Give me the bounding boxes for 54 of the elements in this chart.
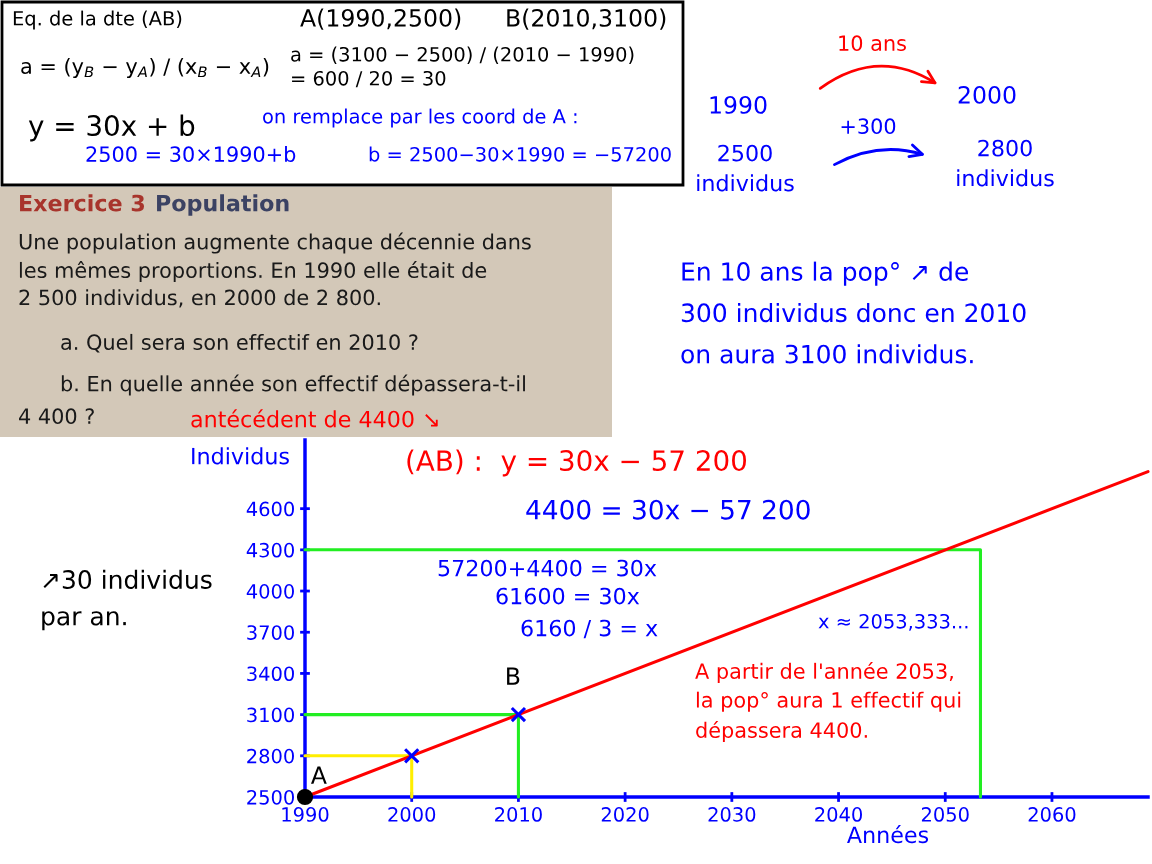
annotation: B xyxy=(507,667,520,685)
text: 2800 individus xyxy=(957,139,1054,187)
x-tick-label: 2050 xyxy=(921,807,969,822)
y-tick-label: 3700 xyxy=(247,625,294,640)
text: a = (3100 − 2500) / (2010 − 1990) = 600 / 20 = 30 xyxy=(291,46,634,88)
text: 4 400 ? xyxy=(19,408,94,425)
y-tick-label: 4000 xyxy=(246,583,294,599)
annotation: 61600 = 30x xyxy=(496,587,640,605)
x-tick-label: 1990 xyxy=(282,807,329,822)
text: B(2010,3100) xyxy=(507,8,666,30)
text: Exercice 3 xyxy=(20,194,145,212)
text: antécédent de 4400 ↘ xyxy=(191,409,438,428)
x-tick-label: 2000 xyxy=(388,807,436,822)
y-tick-label: 2800 xyxy=(247,748,294,764)
text: a = (y$_{B}$ − y$_{A}$) / (x$_{B}$ − x$_{A}$) xyxy=(21,57,269,79)
annotation: A xyxy=(311,766,327,784)
text: ↗30 individus par an. xyxy=(42,569,212,631)
text: on remplace par les coord de A : xyxy=(263,108,577,128)
x-tick-label: 2010 xyxy=(495,807,542,822)
point xyxy=(510,706,527,723)
annotation: 6160 / 3 = x xyxy=(521,619,658,639)
text: A(1990,2500) xyxy=(300,8,461,30)
text: y = 30x + b xyxy=(28,114,195,142)
text: 10 ans xyxy=(839,35,906,52)
point xyxy=(403,747,420,764)
text: +300 xyxy=(841,118,896,135)
x-tick-label: 2030 xyxy=(708,807,756,822)
annotation: x ≈ 2053,333... xyxy=(818,613,968,631)
y-tick-label: 3400 xyxy=(247,666,294,682)
y-tick-label: 4600 xyxy=(246,501,294,517)
y-tick-label: 2500 xyxy=(247,789,294,805)
point xyxy=(296,788,314,806)
text: 2500 individus xyxy=(697,144,794,192)
annotation: 4400 = 30x − 57 200 xyxy=(526,499,810,520)
y-tick-label: 4300 xyxy=(246,542,294,558)
text: Eq. de la dte (AB) xyxy=(13,10,182,30)
text: 2000 xyxy=(958,85,1016,104)
text: 1990 xyxy=(710,95,767,114)
text: b. En quelle année son effectif dépassera-t-il xyxy=(61,374,525,396)
text: Une population augmente chaque décennie dans les mêmes proportions. En 1990 elle était de 2 500 individus, en 2000 de 2 800. xyxy=(19,232,531,308)
x-tick-label: 2060 xyxy=(1028,807,1076,822)
x-tick-label: 2020 xyxy=(601,807,649,822)
text: Population xyxy=(157,194,289,216)
annotation: 57200+4400 = 30x xyxy=(438,559,657,577)
x-tick-label: 2040 xyxy=(815,807,862,822)
text: a. Quel sera son effectif en 2010 ? xyxy=(61,333,418,353)
y-tick-label: 3100 xyxy=(247,707,294,723)
text: b = 2500−30×1990 = −57200 xyxy=(369,146,671,162)
text: 2500 = 30×1990+b xyxy=(86,145,296,163)
annotation: A partir de l'année 2053, la pop° aura 1 effectif qui dépassera 4400. xyxy=(695,661,961,743)
annotation: (AB) : y = 30x − 57 200 xyxy=(407,449,747,477)
x-axis-title: Années xyxy=(847,825,929,844)
text: En 10 ans la pop° ↗ de 300 individus donc en 2010 on aura 3100 individus. xyxy=(681,261,1026,364)
y-axis-title: Individus xyxy=(192,447,289,465)
